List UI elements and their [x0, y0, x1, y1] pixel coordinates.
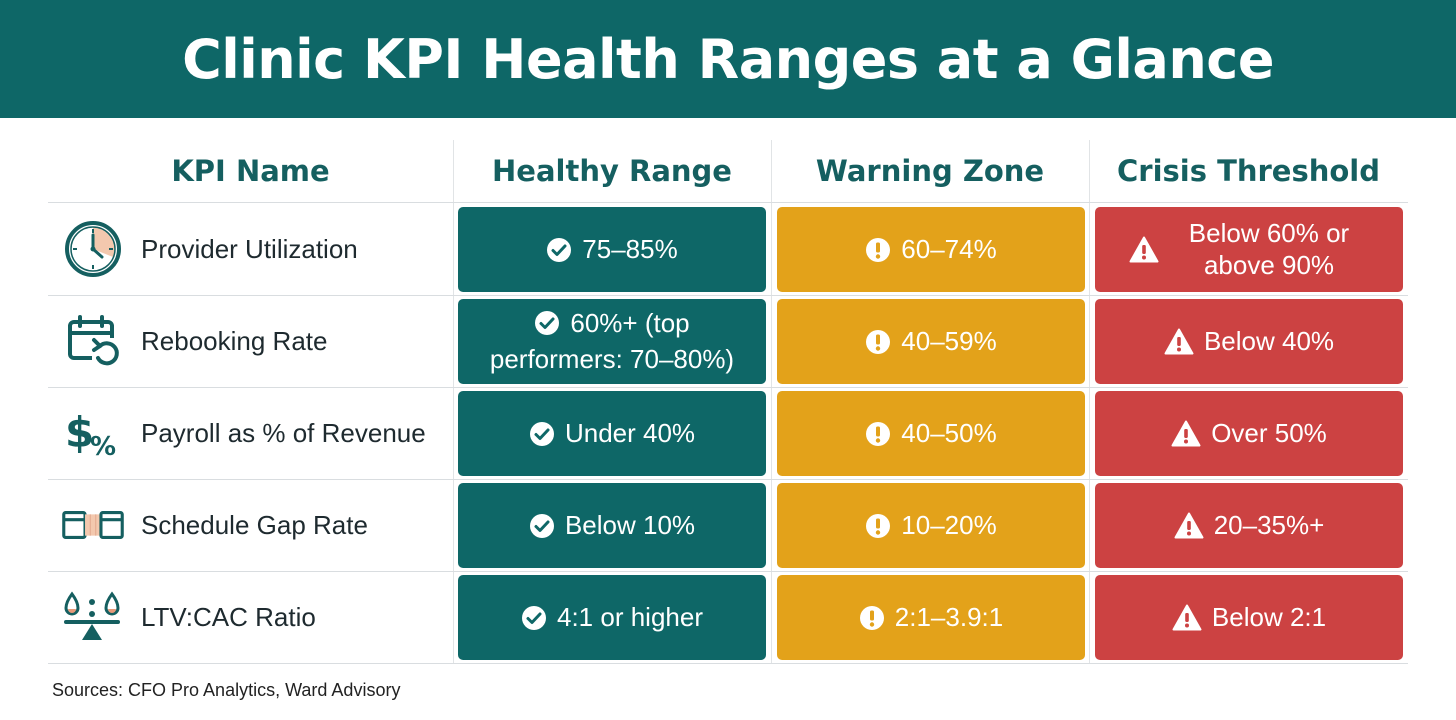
- crisis-threshold-cell: Below 40%: [1095, 299, 1403, 384]
- crisis-threshold-value: Below 40%: [1203, 325, 1335, 356]
- check-circle-icon: [529, 421, 555, 447]
- kpi-table: KPI Name Healthy Range Warning Zone Cris…: [48, 140, 1408, 664]
- healthy-range-cell: 4:1 or higher: [458, 575, 766, 660]
- kpi-cell: LTV:CAC Ratio: [48, 571, 453, 663]
- column-divider: [1089, 140, 1090, 664]
- kpi-name: LTV:CAC Ratio: [141, 601, 316, 632]
- exclamation-circle-icon: [865, 329, 891, 355]
- warning-zone-value: 10–20%: [901, 509, 997, 540]
- warning-zone-value: 40–59%: [901, 325, 997, 356]
- check-circle-icon: [529, 513, 555, 539]
- kpi-name: Payroll as % of Revenue: [141, 417, 426, 448]
- healthy-range-cell: Below 10%: [458, 483, 766, 568]
- crisis-threshold-cell: Below 60% or above 90%: [1095, 207, 1403, 292]
- column-divider: [771, 140, 772, 664]
- dollar-percent-icon: $ %: [62, 402, 124, 464]
- warning-zone-cell: 40–50%: [777, 391, 1085, 476]
- table-row: LTV:CAC Ratio 4:1 or higher 2:1–3.9:1 Be…: [48, 571, 1408, 664]
- check-circle-icon: [521, 605, 547, 631]
- warning-zone-cell: 40–59%: [777, 299, 1085, 384]
- warning-triangle-icon: [1174, 512, 1204, 539]
- crisis-threshold-value: Below 60% or above 90%: [1188, 218, 1350, 280]
- check-circle-icon: [534, 310, 560, 343]
- kpi-cell: Rebooking Rate: [48, 295, 453, 387]
- exclamation-circle-icon: [859, 605, 885, 631]
- calendar-rebook-icon: [62, 310, 124, 372]
- clock-icon: [62, 218, 124, 280]
- kpi-cell: Provider Utilization: [48, 203, 453, 295]
- crisis-threshold-cell: 20–35%+: [1095, 483, 1403, 568]
- healthy-range-value: Below 10%: [564, 509, 696, 540]
- crisis-threshold-value: Over 50%: [1211, 417, 1327, 448]
- balance-scale-icon: [62, 586, 124, 648]
- table-row: Rebooking Rate 60%+ (top performers: 70–…: [48, 295, 1408, 388]
- header-warning-zone: Warning Zone: [815, 154, 1045, 188]
- svg-text:%: %: [90, 432, 116, 462]
- table-row: $ % Payroll as % of Revenue Under 40% 40…: [48, 387, 1408, 480]
- healthy-range-value: 60%+ (top performers: 70–80%): [477, 308, 747, 374]
- header-healthy-range: Healthy Range: [492, 154, 732, 188]
- warning-zone-cell: 60–74%: [777, 207, 1085, 292]
- healthy-range-value: 75–85%: [582, 233, 678, 264]
- warning-triangle-icon: [1129, 236, 1159, 263]
- healthy-range-text: 60%+ (top performers: 70–80%): [489, 308, 735, 374]
- warning-zone-cell: 2:1–3.9:1: [777, 575, 1085, 660]
- svg-text:$: $: [65, 408, 94, 457]
- header-crisis-threshold: Crisis Threshold: [1116, 154, 1380, 188]
- warning-triangle-icon: [1171, 420, 1201, 447]
- exclamation-circle-icon: [865, 513, 891, 539]
- kpi-name: Provider Utilization: [141, 233, 358, 264]
- healthy-range-value: Under 40%: [564, 417, 696, 448]
- check-circle-icon: [546, 237, 572, 263]
- crisis-threshold-value: 20–35%+: [1213, 509, 1325, 540]
- header-kpi-name: KPI Name: [171, 154, 330, 188]
- crisis-threshold-value: Below 2:1: [1211, 601, 1327, 632]
- warning-triangle-icon: [1164, 328, 1194, 355]
- kpi-name: Rebooking Rate: [141, 325, 328, 356]
- healthy-range-cell: Under 40%: [458, 391, 766, 476]
- crisis-threshold-cell: Below 2:1: [1095, 575, 1403, 660]
- exclamation-circle-icon: [865, 237, 891, 263]
- page-title: Clinic KPI Health Ranges at a Glance: [182, 27, 1274, 91]
- column-divider: [453, 140, 454, 664]
- kpi-cell: $ % Payroll as % of Revenue: [48, 387, 453, 479]
- warning-zone-cell: 10–20%: [777, 483, 1085, 568]
- healthy-range-value: 4:1 or higher: [557, 601, 703, 632]
- warning-triangle-icon: [1172, 604, 1202, 631]
- table-header: KPI Name Healthy Range Warning Zone Cris…: [48, 140, 1408, 203]
- warning-zone-value: 40–50%: [901, 417, 997, 448]
- crisis-threshold-cell: Over 50%: [1095, 391, 1403, 476]
- kpi-cell: Schedule Gap Rate: [48, 479, 453, 571]
- healthy-range-cell: 75–85%: [458, 207, 766, 292]
- table-row: Provider Utilization 75–85% 60–74% Below…: [48, 203, 1408, 296]
- title-banner: Clinic KPI Health Ranges at a Glance: [0, 0, 1456, 118]
- table-row: Schedule Gap Rate Below 10% 10–20% 20–35…: [48, 479, 1408, 572]
- warning-zone-value: 2:1–3.9:1: [894, 601, 1004, 632]
- schedule-gap-icon: [62, 494, 124, 556]
- exclamation-circle-icon: [865, 421, 891, 447]
- sources-footnote: Sources: CFO Pro Analytics, Ward Advisor…: [52, 680, 401, 700]
- healthy-range-cell: 60%+ (top performers: 70–80%): [458, 299, 766, 384]
- warning-zone-value: 60–74%: [901, 233, 997, 264]
- kpi-name: Schedule Gap Rate: [141, 509, 368, 540]
